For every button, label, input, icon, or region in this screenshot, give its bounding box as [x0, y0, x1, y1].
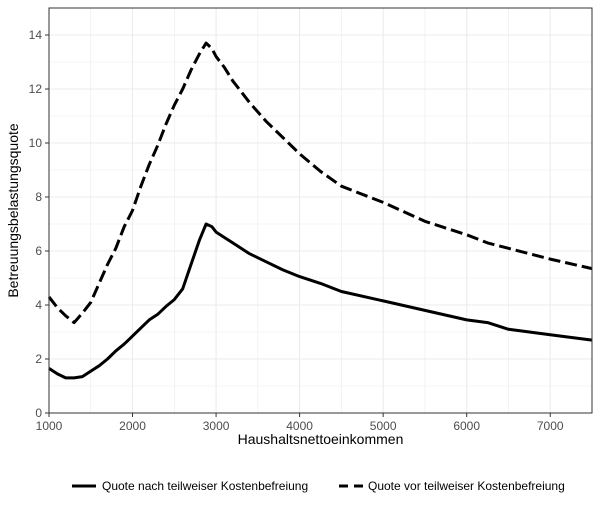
series-line-after-exemption — [48, 222, 593, 380]
grid — [48, 8, 592, 414]
y-axis-title: Betreuungsbelastungsquote — [5, 123, 21, 298]
x-tick-label: 1000 — [36, 419, 63, 433]
series-line-before-exemption — [47, 41, 593, 325]
x-tick-label: 4000 — [286, 419, 313, 433]
y-tick-label: 2 — [35, 352, 42, 366]
y-tick-label: 0 — [35, 406, 42, 420]
series-lines — [47, 41, 593, 380]
x-tick-label: 5000 — [370, 419, 397, 433]
x-tick-label: 2000 — [119, 419, 146, 433]
axis-ticks: 1000 2000 3000 4000 5000 6000 7000 0 2 4 6 8 10 12 14 — [29, 28, 564, 433]
y-tick-label: 4 — [35, 298, 42, 312]
y-tick-label: 12 — [29, 82, 43, 96]
panel-border — [48, 7, 593, 414]
y-tick-label: 6 — [35, 244, 42, 258]
x-tick-label: 6000 — [453, 419, 480, 433]
y-tick-label: 8 — [35, 190, 42, 204]
x-tick-label: 3000 — [203, 419, 230, 433]
y-tick-label: 14 — [29, 28, 43, 42]
x-tick-label: 7000 — [537, 419, 564, 433]
legend-label-before-exemption: Quote vor teilweiser Kostenbefreiung — [368, 479, 565, 493]
x-axis-title: Haushaltsnettoeinkommen — [238, 431, 404, 447]
legend: Quote nach teilweiser Kostenbefreiung Qu… — [72, 479, 565, 493]
y-tick-label: 10 — [29, 136, 43, 150]
legend-label-after-exemption: Quote nach teilweiser Kostenbefreiung — [102, 479, 308, 493]
